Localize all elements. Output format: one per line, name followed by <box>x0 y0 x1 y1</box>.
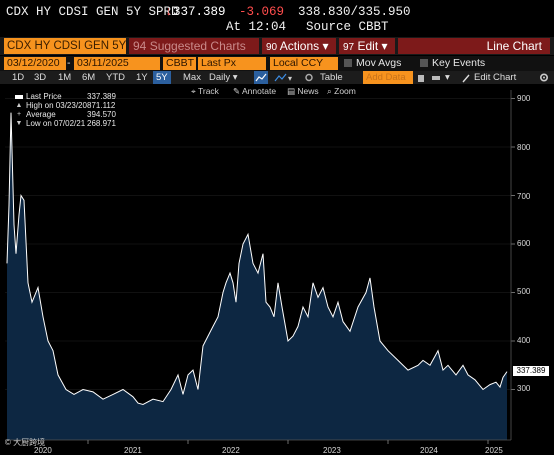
frequency-select[interactable]: Daily ▾ <box>209 71 238 84</box>
price-chart[interactable] <box>0 84 554 455</box>
x-tick-label: 2020 <box>34 446 52 455</box>
toolbar: CDX HY CDSI GEN 5Y 94 Suggested Charts 9… <box>0 37 554 55</box>
chevron-down-icon: ▾ <box>322 39 329 53</box>
legend-value: 268.971 <box>87 119 116 128</box>
annotate-label: Annotate <box>242 86 277 96</box>
mov-avgs-toggle[interactable]: Mov Avgs <box>344 57 401 70</box>
watermark: © 大厨跨境 <box>5 437 45 448</box>
x-tick-label: 2023 <box>323 446 341 455</box>
triangle-up-icon: ▲ <box>15 102 23 109</box>
legend-label: Low on 07/02/21 <box>26 119 86 128</box>
triangle-down-icon: ▼ <box>15 120 23 127</box>
down-arrow-icon: ↓ <box>165 5 173 19</box>
chevron-down-icon[interactable]: ▾ <box>445 72 450 83</box>
last-price-swatch <box>15 93 23 101</box>
legend-value: 871.112 <box>87 101 116 110</box>
price-line <box>6 112 508 406</box>
zoom-button[interactable]: ⌕ Zoom <box>327 86 356 96</box>
track-label: Track <box>198 86 219 96</box>
y-tick-label: 600 <box>517 239 531 248</box>
y-tick-label: 300 <box>517 384 531 393</box>
legend-label: Average <box>26 110 56 119</box>
price-change: -3.069 <box>239 5 285 19</box>
y-tick-label: 900 <box>517 94 531 103</box>
plus-icon: + <box>16 111 22 118</box>
period-1d[interactable]: 1D <box>12 72 25 83</box>
news-button[interactable]: ▤ News <box>287 86 319 96</box>
watermark-text: 大厨跨境 <box>13 438 46 447</box>
x-tick-label: 2024 <box>420 446 438 455</box>
key-events-label: Key Events <box>432 57 486 69</box>
chevron-down-icon: ▾ <box>381 39 388 53</box>
legend-value: 337.389 <box>87 92 116 101</box>
edit-button[interactable]: 97 Edit ▾ <box>339 38 395 54</box>
quote-time: At 12:04 <box>226 20 287 34</box>
mov-avgs-label: Mov Avgs <box>356 57 402 69</box>
edit-chart-icon <box>461 71 471 84</box>
period-3d[interactable]: 3D <box>34 72 47 83</box>
period-1y[interactable]: 1Y <box>136 72 148 83</box>
security-field[interactable]: CDX HY CDSI GEN 5Y <box>4 38 126 54</box>
x-tick-label: 2025 <box>485 446 503 455</box>
currency-select[interactable]: Local CCY <box>270 57 338 70</box>
frequency-label: Daily <box>209 72 231 83</box>
period-1m[interactable]: 1M <box>58 72 72 83</box>
pricing-source-input[interactable]: CBBT <box>163 57 196 70</box>
chart-type-button[interactable]: Line Chart <box>398 38 550 54</box>
bid-ask-range: 338.830/335.950 <box>298 5 411 19</box>
add-data-input[interactable]: Add Data <box>363 71 413 84</box>
legend-label: Last Price <box>26 92 62 101</box>
period-5y[interactable]: 5Y <box>153 71 171 84</box>
checkbox-icon <box>420 59 428 67</box>
price-area <box>7 112 507 440</box>
chart-parameters: 03/12/2020 - 03/11/2025 CBBT Last Px Loc… <box>0 56 554 71</box>
line-chart-icon[interactable] <box>254 71 268 84</box>
edit-chart-button[interactable]: Edit Chart <box>474 72 517 83</box>
more-icon[interactable] <box>431 71 441 84</box>
table-button[interactable]: Table <box>320 72 343 83</box>
chart-style-select[interactable]: ▾ <box>273 71 295 84</box>
delete-icon[interactable] <box>416 71 426 84</box>
actions-button[interactable]: 90 Actions ▾ <box>262 38 336 54</box>
period-ytd[interactable]: YTD <box>106 72 125 83</box>
y-tick-label: 400 <box>517 336 531 345</box>
period-bar: 1D 3D 1M 6M YTD 1Y 5Y Max Daily ▾ ▾ Tabl… <box>0 71 554 84</box>
last-value-label: 337.389 <box>513 366 549 376</box>
legend-label: High on 03/23/20 <box>26 101 87 110</box>
start-date-input[interactable]: 03/12/2020 <box>4 57 66 70</box>
security-name: CDX HY CDSI GEN 5Y SPRD <box>6 5 179 19</box>
ticker-header: CDX HY CDSI GEN 5Y SPRD ↓ 337.389 -3.069… <box>0 0 554 36</box>
quote-source: Source CBBT <box>306 20 389 34</box>
period-max[interactable]: Max <box>183 72 201 83</box>
x-tick-label: 2021 <box>124 446 142 455</box>
news-label: News <box>297 86 319 96</box>
gear-icon[interactable] <box>538 71 550 84</box>
actions-prefix: 90 <box>266 42 278 53</box>
y-tick-label: 800 <box>517 143 531 152</box>
zoom-label: Zoom <box>334 86 356 96</box>
suggested-label: Suggested Charts <box>149 39 246 53</box>
date-separator: - <box>67 57 71 69</box>
chevron-down-icon: ▾ <box>232 72 238 83</box>
period-6m[interactable]: 6M <box>82 72 96 83</box>
suggested-charts-button[interactable]: 94 Suggested Charts <box>129 38 259 54</box>
annotate-button[interactable]: ✎ Annotate <box>233 86 277 96</box>
checkbox-icon <box>344 59 352 67</box>
suggested-prefix: 94 <box>133 39 147 53</box>
logo-icon: © <box>5 438 11 447</box>
field-select[interactable]: Last Px <box>198 57 266 70</box>
settings-icon[interactable] <box>303 71 315 84</box>
actions-label: Actions <box>279 39 320 53</box>
y-tick-label: 500 <box>517 287 531 296</box>
last-price: 337.389 <box>173 5 226 19</box>
key-events-toggle[interactable]: Key Events <box>420 57 485 70</box>
svg-text:▾: ▾ <box>288 74 292 83</box>
edit-label: Edit <box>357 39 379 53</box>
edit-prefix: 97 <box>343 42 355 53</box>
y-tick-label: 700 <box>517 192 531 201</box>
end-date-input[interactable]: 03/11/2025 <box>74 57 160 70</box>
x-tick-label: 2022 <box>222 446 240 455</box>
track-button[interactable]: ⌖ Track <box>191 86 219 96</box>
legend-value: 394.570 <box>87 110 116 119</box>
